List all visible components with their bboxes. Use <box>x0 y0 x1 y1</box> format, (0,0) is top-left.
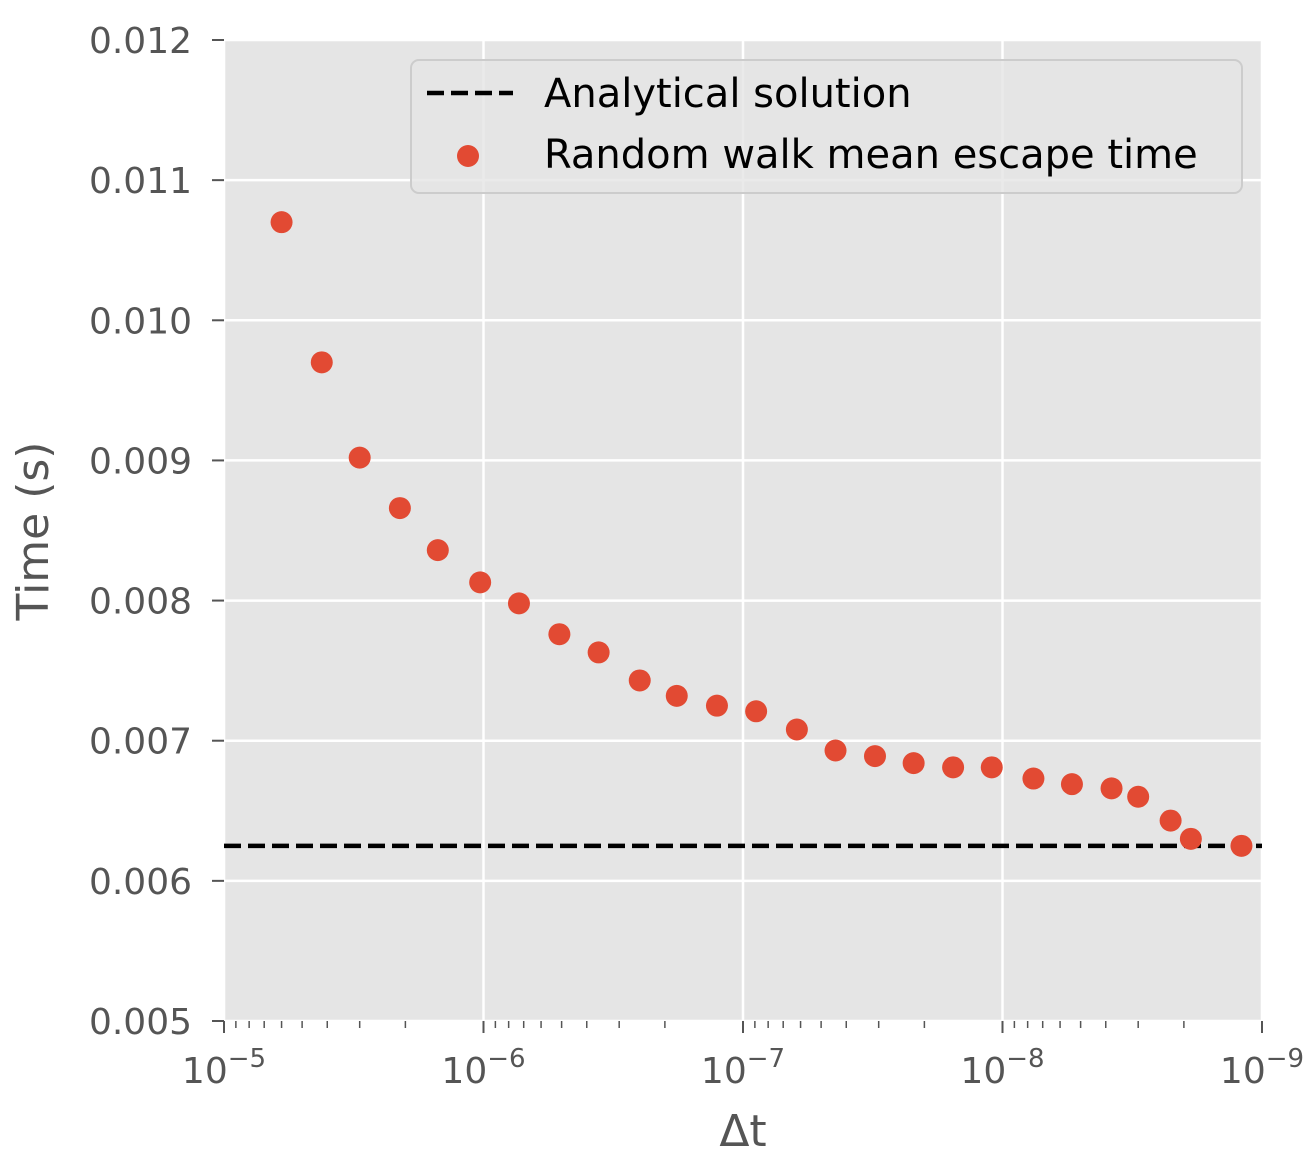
data-point <box>1179 827 1202 850</box>
legend: Analytical solution Random walk mean esc… <box>410 59 1243 194</box>
data-point <box>348 446 371 469</box>
data-point <box>426 539 449 562</box>
y-axis-ticks: 0.005 0.006 0.007 0.008 0.009 0.010 0.011 0.012 <box>89 21 224 1043</box>
data-point <box>824 739 847 762</box>
data-point <box>507 592 530 615</box>
x-tick-label: 10−5 <box>182 1044 266 1092</box>
data-point <box>705 694 728 717</box>
random-walk-series <box>270 211 1253 857</box>
y-tick-label: 0.010 <box>89 301 192 342</box>
data-point <box>745 700 768 723</box>
data-point <box>942 756 965 779</box>
legend-marker-random-walk <box>457 145 479 167</box>
grid-lines <box>222 38 1264 1023</box>
legend-label-random-walk: Random walk mean escape time <box>544 132 1198 178</box>
x-axis-ticks: 10−5 10−6 10−7 10−8 10−9 <box>182 1021 1304 1092</box>
data-point <box>628 669 651 692</box>
data-point <box>469 571 492 594</box>
data-point <box>1230 834 1253 857</box>
data-point <box>388 497 411 520</box>
data-point <box>1060 773 1083 796</box>
y-tick-label: 0.005 <box>89 1002 192 1043</box>
data-point <box>1022 767 1045 790</box>
y-tick-label: 0.012 <box>89 21 192 62</box>
data-point <box>310 351 333 374</box>
y-axis-title: Time (s) <box>8 442 59 622</box>
data-point <box>587 641 610 664</box>
data-point <box>1127 785 1150 808</box>
data-point <box>548 623 571 646</box>
y-tick-label: 0.011 <box>89 161 192 202</box>
y-tick-label: 0.007 <box>89 722 192 763</box>
y-tick-label: 0.008 <box>89 582 192 623</box>
data-point <box>902 752 925 775</box>
y-tick-label: 0.006 <box>89 862 192 903</box>
y-tick-label: 0.009 <box>89 441 192 482</box>
data-point <box>785 718 808 741</box>
data-point <box>980 756 1003 779</box>
legend-box <box>410 59 1243 194</box>
x-tick-label: 10−9 <box>1220 1044 1304 1092</box>
x-tick-label: 10−7 <box>701 1044 785 1092</box>
data-point <box>1100 777 1123 800</box>
data-point <box>863 745 886 768</box>
legend-label-analytical: Analytical solution <box>544 71 912 117</box>
x-tick-label: 10−6 <box>441 1044 525 1092</box>
x-axis-title: Δt <box>719 1106 766 1157</box>
data-point <box>270 211 293 234</box>
data-point <box>1159 809 1182 832</box>
x-tick-label: 10−8 <box>960 1044 1044 1092</box>
data-point <box>665 684 688 707</box>
